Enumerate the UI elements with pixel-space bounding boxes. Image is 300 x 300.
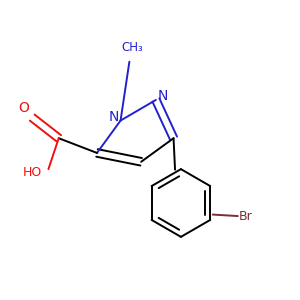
Text: Br: Br xyxy=(239,210,253,223)
Text: N: N xyxy=(157,89,168,103)
Text: CH₃: CH₃ xyxy=(122,41,143,54)
Text: HO: HO xyxy=(22,166,42,178)
Text: N: N xyxy=(109,110,119,124)
Text: O: O xyxy=(18,101,29,115)
